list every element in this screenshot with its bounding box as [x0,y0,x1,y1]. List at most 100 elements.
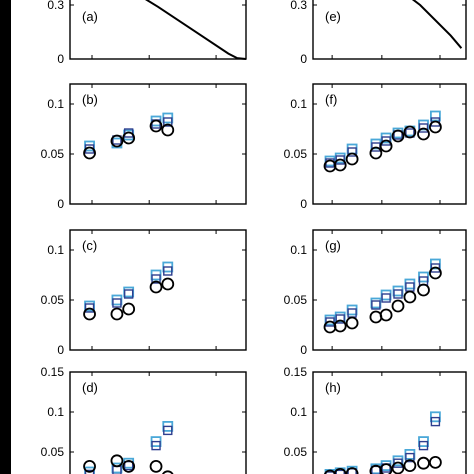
y-tick-label: 0.3 [47,0,64,12]
y-tick-label: 0 [300,197,307,211]
y-tick-label: 0 [57,197,64,211]
y-tick-label: 0.1 [290,243,307,257]
panel-label: (a) [82,9,98,24]
data-point-square-dark [430,263,441,273]
data-point-circle [323,469,337,474]
data-point-square-dark [84,303,95,313]
data-point-square-dark [123,128,134,138]
y-tick-label: 0 [300,343,307,357]
y-tick-label: 0.1 [47,97,64,111]
data-point-circle [122,302,136,316]
data-point-square-dark [112,298,122,308]
data-point-square-light [370,297,382,309]
data-point-circle [110,454,124,468]
y-tick-label: 0.3 [290,0,307,12]
panel-label: (g) [325,238,341,253]
data-point-square-light [429,411,441,423]
panel-label: (b) [82,92,98,107]
panel-b: 0 0.05 0.1 (b) [41,83,247,211]
panel-frame [312,371,467,474]
y-tick-label: 0.1 [290,97,307,111]
panel-e: 0 0.3 (e) [290,0,467,66]
panel-frame [312,229,467,351]
data-point-square-dark [430,117,441,127]
data-point-circle [391,299,405,313]
data-point-square-dark [405,452,415,463]
data-point-square-dark [418,440,429,451]
data-point-circle [110,307,124,321]
y-tick-label: 0.1 [290,405,307,419]
data-point-circle [110,134,124,148]
data-point-circle [403,290,417,304]
data-point-square-dark [405,282,415,292]
data-point-square-light [404,278,416,290]
data-point-square-light [346,143,358,155]
y-tick-label: 0.05 [284,147,308,161]
data-point-circle [403,459,417,473]
data-point-circle [333,319,347,333]
data-point-circle [333,158,347,172]
panel-g: 0 0.05 0.1 (g) [284,229,467,357]
y-tick-label: 0.15 [284,365,308,379]
data-point-square-dark [347,308,357,318]
panel-label: (e) [325,9,341,24]
data-point-square-light [111,294,123,306]
panel-frame [312,0,467,60]
data-point-circle [369,310,383,324]
y-tick-label: 0.1 [47,405,64,419]
data-point-circle [122,459,136,473]
data-point-square-dark [163,425,173,436]
data-point-square-dark [84,469,95,474]
data-point-circle [345,316,359,330]
data-point-square-dark [430,416,441,427]
y-tick-label: 0.05 [41,445,65,459]
data-point-circle [83,146,96,160]
data-point-square-light [392,285,404,297]
data-point-circle [417,456,430,470]
data-point-square-dark [371,300,381,310]
data-point-circle [149,280,163,294]
data-point-circle [379,308,393,322]
data-point-circle [162,470,174,474]
data-point-square-dark [418,123,429,133]
data-point-circle [403,125,417,139]
data-point-square-light [429,110,441,122]
data-point-circle [369,146,383,160]
y-tick-label: 0.05 [41,147,65,161]
data-point-circle [391,129,405,143]
data-point-circle [161,277,175,291]
data-point-circle [149,459,163,473]
data-point-square-light [123,286,135,298]
y-tick-label: 0.15 [41,365,65,379]
panel-a: 0 0.3 (a) [47,0,247,66]
data-point-circle [323,320,337,334]
series-line [145,0,247,60]
panel-f: 0 0.05 0.1 (f) [284,83,467,211]
panel-frame [312,83,467,205]
panel-frame [69,0,247,60]
data-point-square-dark [325,317,335,327]
panel-label: (h) [325,380,341,395]
left-edge-bar [0,0,11,474]
data-point-circle [428,266,442,280]
data-point-circle [428,120,442,134]
data-point-circle [379,139,393,153]
data-point-circle [379,463,393,474]
data-point-square-dark [335,314,345,324]
data-point-circle [345,152,359,166]
series-line [411,0,463,49]
data-point-circle [417,127,430,141]
data-point-square-dark [393,289,403,299]
data-point-square-dark [151,274,161,284]
data-point-circle [83,307,96,321]
panel-frame [69,229,247,351]
data-point-square-dark [381,293,391,303]
data-point-circle [161,123,175,137]
y-tick-label: 0.1 [47,243,64,257]
data-point-circle [333,468,347,474]
panel-d: 0.05 0.1 0.15 (d) [41,365,247,474]
y-tick-label: 0 [300,52,307,66]
data-point-circle [122,131,136,145]
data-point-circle [149,119,163,133]
